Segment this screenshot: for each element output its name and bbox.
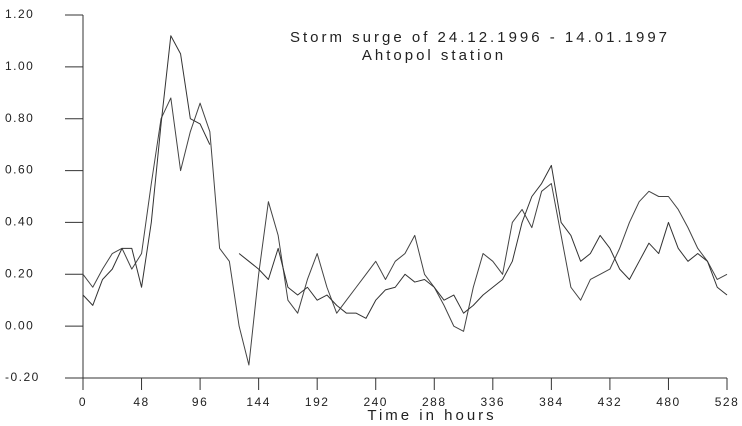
y-tick-label: 1.00 <box>5 59 34 73</box>
x-tick-label: 192 <box>305 395 330 409</box>
y-tick-label: 0.00 <box>5 318 34 332</box>
y-tick-label: 0.20 <box>5 266 34 280</box>
series-line <box>82 35 728 319</box>
y-tick-label: 1.20 <box>5 7 34 21</box>
y-tick-label: 0.60 <box>5 163 34 177</box>
x-tick-label: 336 <box>481 395 506 409</box>
chart-title: Storm surge of 24.12.1996 - 14.01.1997 <box>290 29 670 46</box>
x-tick-label: 48 <box>133 395 149 409</box>
series-line <box>82 97 728 366</box>
x-tick-label: 240 <box>363 395 388 409</box>
x-axis-label: Time in hours <box>367 407 496 424</box>
y-tick-label: -0.20 <box>5 370 40 384</box>
y-tick-label: 0.40 <box>5 215 34 229</box>
x-tick-label: 480 <box>656 395 681 409</box>
x-tick-label: 144 <box>246 395 271 409</box>
x-tick-label: 288 <box>422 395 447 409</box>
x-tick-label: 96 <box>192 395 208 409</box>
x-tick-label: 0 <box>79 395 87 409</box>
chart-subtitle: Ahtopol station <box>362 47 506 64</box>
x-tick-label: 384 <box>539 395 564 409</box>
y-tick-label: 0.80 <box>5 111 34 125</box>
x-tick-label: 528 <box>715 395 740 409</box>
x-tick-label: 432 <box>598 395 623 409</box>
